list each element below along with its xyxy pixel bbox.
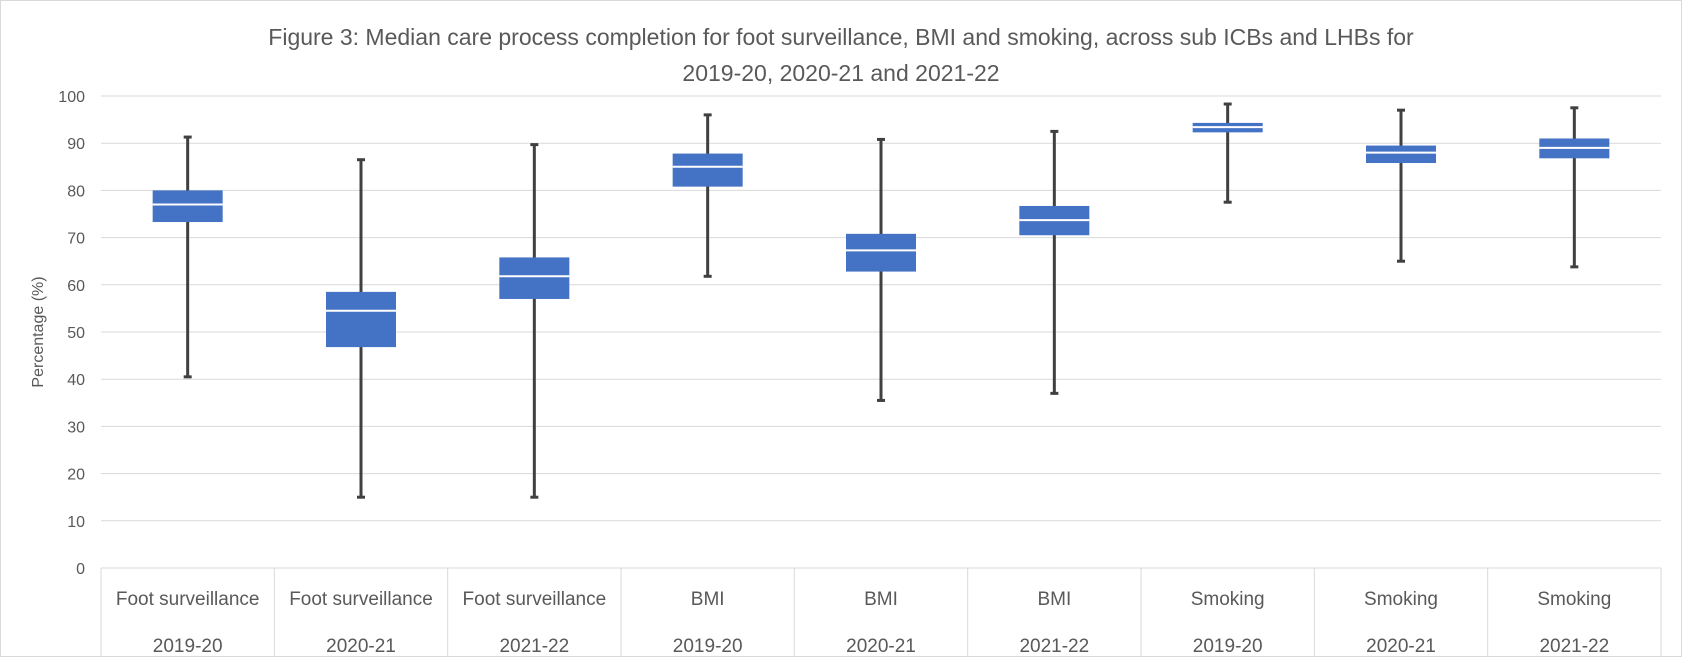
box-7 — [1366, 108, 1436, 263]
category-label-process: Smoking — [1191, 589, 1265, 610]
chart-title-line-2: 2019-20, 2020-21 and 2021-22 — [682, 60, 999, 86]
y-axis-label: Percentage (%) — [30, 276, 47, 387]
y-tick-label: 70 — [67, 231, 85, 248]
category-label-process: Smoking — [1537, 589, 1611, 610]
category-label-process: Foot surveillance — [289, 589, 433, 610]
y-axis-ticks: 0 10 20 30 40 50 60 70 80 90 100 — [58, 89, 85, 578]
y-tick-label: 10 — [67, 514, 85, 531]
box-8 — [1539, 106, 1610, 269]
category-label-process: Foot surveillance — [463, 589, 607, 610]
y-tick-label: 60 — [67, 278, 85, 295]
box-4 — [846, 137, 916, 402]
category-label-year: 2021-22 — [499, 636, 569, 656]
category-axis: Foot surveillance 2019-20 Foot surveillanc… — [100, 568, 1662, 656]
box-2 — [499, 143, 570, 499]
category-label-year: 2020-21 — [846, 636, 916, 656]
category-label-process: Smoking — [1364, 589, 1438, 610]
box-3 — [672, 113, 743, 278]
category-label-year: 2021-22 — [1539, 636, 1609, 656]
y-tick-label: 100 — [58, 89, 85, 106]
iqr-box — [499, 257, 570, 299]
box-series — [152, 102, 1610, 499]
category-label-year: 2019-20 — [1193, 636, 1263, 656]
y-tick-label: 80 — [67, 183, 85, 200]
category-label-year: 2019-20 — [673, 636, 743, 656]
y-tick-label: 40 — [67, 372, 85, 389]
chart-title-line-1: Figure 3: Median care process completion… — [268, 24, 1414, 50]
y-tick-label: 50 — [67, 325, 85, 342]
box-5 — [1019, 129, 1090, 395]
box-6 — [1192, 102, 1263, 204]
y-tick-label: 30 — [67, 419, 85, 436]
iqr-box — [326, 291, 396, 348]
category-label-year: 2020-21 — [326, 636, 396, 656]
category-label-process: BMI — [691, 589, 725, 610]
y-tick-label: 0 — [76, 561, 85, 578]
iqr-box — [846, 233, 916, 272]
category-label-process: BMI — [864, 589, 898, 610]
chart-title: Figure 3: Median care process completion… — [268, 24, 1414, 86]
category-label-year: 2019-20 — [153, 636, 223, 656]
category-label-process: Foot surveillance — [116, 589, 260, 610]
y-tick-label: 20 — [67, 467, 85, 484]
y-tick-label: 90 — [67, 136, 85, 153]
box-0 — [152, 135, 223, 379]
category-label-year: 2021-22 — [1019, 636, 1089, 656]
iqr-box — [152, 190, 223, 223]
category-label-year: 2020-21 — [1366, 636, 1436, 656]
category-label-process: BMI — [1037, 589, 1071, 610]
iqr-box — [1366, 145, 1436, 164]
box-1 — [326, 158, 396, 499]
iqr-box — [672, 153, 743, 187]
